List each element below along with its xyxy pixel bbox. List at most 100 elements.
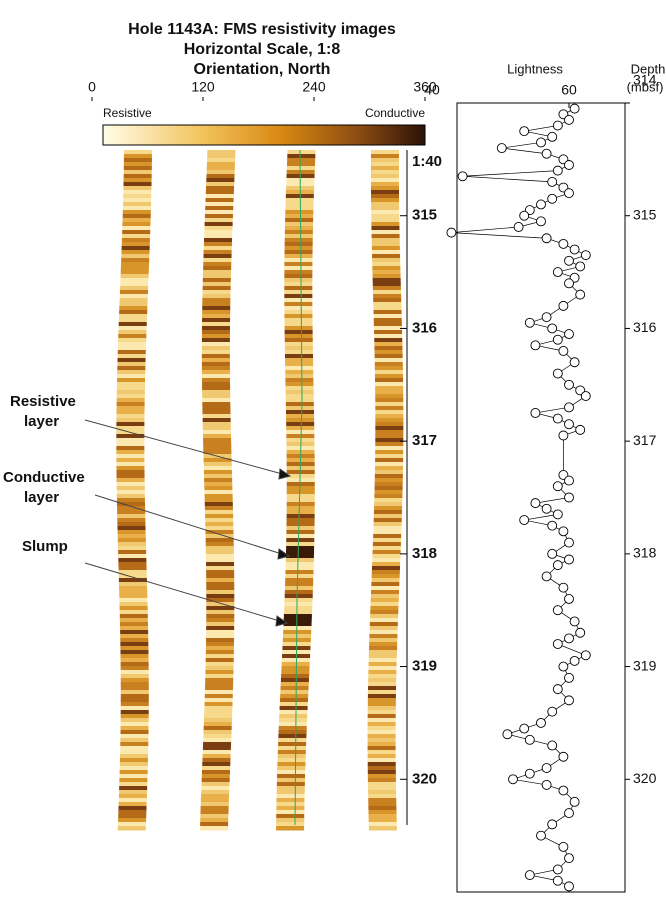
fms-stripe bbox=[368, 802, 397, 807]
y-tick-label: 315 bbox=[633, 206, 657, 222]
title-line: Hole 1143A: FMS resistivity images bbox=[128, 21, 396, 38]
fms-stripe bbox=[284, 298, 313, 303]
fms-stripe bbox=[285, 578, 314, 583]
fms-stripe bbox=[276, 826, 305, 831]
fms-stripe bbox=[203, 266, 232, 271]
fms-stripe bbox=[368, 670, 397, 675]
fms-stripe bbox=[367, 702, 396, 707]
fms-stripe bbox=[202, 410, 231, 415]
fms-stripe bbox=[368, 806, 397, 811]
fms-stripe bbox=[284, 282, 313, 287]
fms-stripe bbox=[285, 214, 314, 219]
fms-stripe bbox=[285, 194, 314, 199]
fms-stripe bbox=[368, 794, 397, 799]
fms-stripe bbox=[116, 474, 145, 479]
fms-stripe bbox=[202, 298, 231, 303]
colorbar bbox=[102, 124, 426, 146]
fms-stripe bbox=[371, 206, 400, 211]
fms-stripe bbox=[284, 290, 313, 295]
fms-stripe bbox=[118, 342, 147, 347]
lightness-point bbox=[496, 143, 507, 154]
fms-stripe bbox=[203, 254, 232, 259]
fms-stripe bbox=[202, 386, 231, 391]
fms-stripe bbox=[117, 378, 146, 383]
fms-stripe bbox=[280, 682, 309, 687]
x-tick-label: 60 bbox=[561, 82, 577, 98]
fms-stripe bbox=[121, 242, 150, 247]
fms-stripe bbox=[116, 498, 145, 503]
fms-stripe bbox=[202, 402, 231, 407]
lightness-point bbox=[564, 672, 574, 683]
fms-stripe bbox=[116, 486, 145, 491]
fms-stripe bbox=[286, 486, 315, 491]
lightness-point bbox=[558, 526, 569, 537]
fms-stripe bbox=[368, 654, 397, 659]
lightness-point bbox=[552, 509, 563, 520]
fms-stripe bbox=[373, 510, 402, 515]
fms-stripe bbox=[116, 502, 145, 507]
fms-stripe bbox=[119, 758, 148, 763]
arrows bbox=[84, 419, 292, 627]
fms-stripe bbox=[279, 698, 308, 703]
fms-stripe bbox=[117, 522, 146, 527]
fms-stripe bbox=[118, 550, 147, 555]
lightness-point bbox=[564, 114, 574, 125]
lightness-point bbox=[558, 430, 569, 441]
fms-stripe bbox=[117, 526, 146, 531]
fms-stripe bbox=[285, 574, 314, 579]
fms-stripe bbox=[286, 526, 315, 531]
fms-stripe bbox=[201, 782, 230, 787]
fms-stripe bbox=[120, 754, 149, 759]
y-tick-label: 314 bbox=[633, 72, 657, 88]
lightness-point bbox=[541, 779, 552, 790]
fms-stripe bbox=[118, 338, 147, 343]
fms-stripe bbox=[205, 526, 234, 531]
lightness-point bbox=[530, 408, 541, 418]
fms-stripe bbox=[120, 706, 149, 711]
fms-stripe bbox=[286, 542, 315, 547]
fms-stripe bbox=[118, 562, 147, 567]
fms-stripe bbox=[119, 782, 148, 787]
fms-stripe bbox=[202, 290, 231, 295]
lightness-point bbox=[564, 593, 574, 604]
fms-stripe bbox=[374, 494, 403, 499]
fms-stripe bbox=[206, 574, 235, 579]
lightness-point bbox=[536, 830, 546, 841]
fms-stripe bbox=[205, 542, 234, 547]
fms-stripe bbox=[276, 778, 305, 783]
lightness-point bbox=[536, 199, 546, 210]
fms-stripe bbox=[279, 710, 308, 715]
fms-stripe bbox=[286, 166, 315, 171]
fms-stripe bbox=[371, 222, 400, 227]
fms-stripe bbox=[118, 566, 147, 571]
y-tick-label: 319 bbox=[633, 657, 657, 673]
fms-stripe bbox=[116, 394, 145, 399]
lightness-point bbox=[564, 402, 574, 413]
fms-stripe bbox=[123, 178, 152, 183]
fms-stripe bbox=[367, 706, 396, 711]
fms-stripe bbox=[372, 542, 401, 547]
fms-stripe bbox=[206, 582, 235, 587]
fms-stripe bbox=[202, 394, 231, 399]
fms-stripe bbox=[204, 218, 233, 223]
fms-stripe bbox=[368, 798, 397, 803]
fms-stripe bbox=[123, 190, 152, 195]
fms-stripe bbox=[284, 278, 313, 283]
fms-stripe bbox=[372, 262, 401, 267]
fms-stripe bbox=[367, 722, 396, 727]
fms-stripe bbox=[285, 362, 314, 367]
fms-stripe bbox=[374, 330, 403, 335]
lightness-point bbox=[552, 267, 563, 278]
fms-stripe bbox=[120, 646, 149, 651]
fms-stripe bbox=[119, 310, 148, 315]
fms-stripe bbox=[202, 758, 231, 763]
fms-stripe bbox=[120, 270, 149, 275]
lightness-point bbox=[519, 126, 530, 137]
fms-stripe bbox=[200, 806, 229, 811]
lightness-point bbox=[558, 238, 569, 249]
fms-stripe bbox=[371, 226, 400, 231]
fms-stripe bbox=[119, 770, 148, 775]
lightness-point bbox=[541, 503, 552, 514]
fms-stripe bbox=[367, 714, 396, 719]
